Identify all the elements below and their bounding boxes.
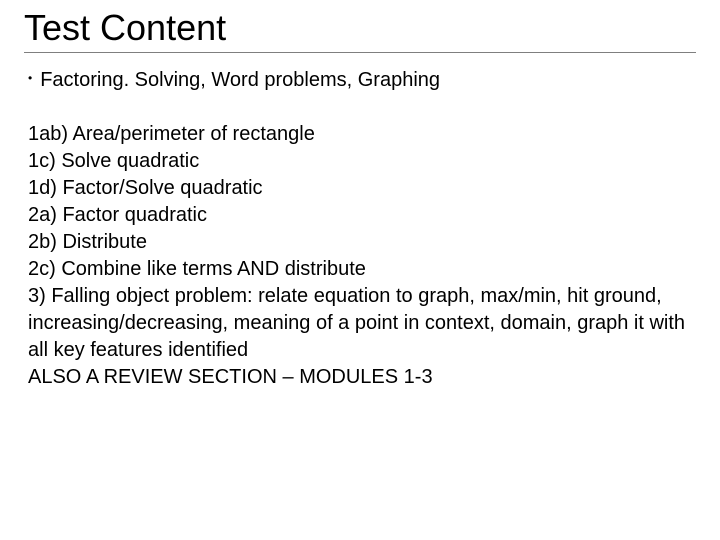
body-line: 1ab) Area/perimeter of rectangle (28, 121, 696, 148)
bullet-icon: • (28, 67, 32, 89)
slide-title: Test Content (24, 8, 696, 53)
body-block: 1ab) Area/perimeter of rectangle 1c) Sol… (28, 121, 696, 391)
body-line: 2a) Factor quadratic (28, 202, 696, 229)
body-line: 3) Falling object problem: relate equati… (28, 283, 696, 364)
body-line: 1d) Factor/Solve quadratic (28, 175, 696, 202)
body-line: ALSO A REVIEW SECTION – MODULES 1-3 (28, 364, 696, 391)
slide: Test Content • Factoring. Solving, Word … (0, 0, 720, 540)
bullet-item: • Factoring. Solving, Word problems, Gra… (28, 67, 696, 93)
body-line: 1c) Solve quadratic (28, 148, 696, 175)
body-line: 2b) Distribute (28, 229, 696, 256)
body-line: 2c) Combine like terms AND distribute (28, 256, 696, 283)
bullet-text: Factoring. Solving, Word problems, Graph… (40, 67, 440, 93)
